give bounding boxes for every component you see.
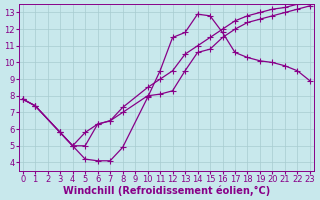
X-axis label: Windchill (Refroidissement éolien,°C): Windchill (Refroidissement éolien,°C) xyxy=(63,185,270,196)
